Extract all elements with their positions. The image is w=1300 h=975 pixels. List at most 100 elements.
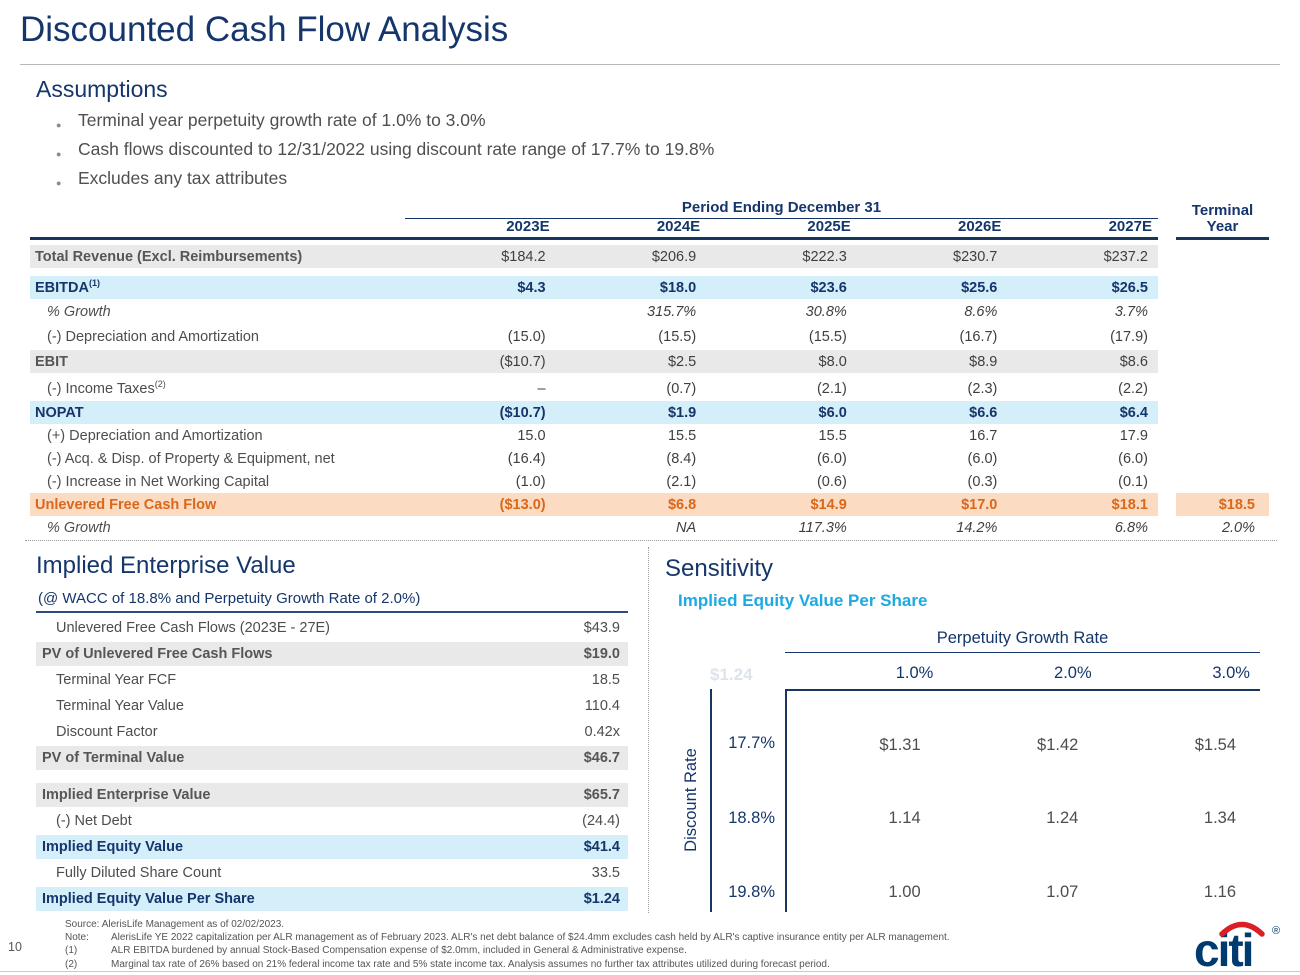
cell-value: (16.7) [959,328,998,345]
implied-ev-row: PV of Unlevered Free Cash Flows $19.0 [36,642,628,666]
row-label: (-) Income Taxes(2) [47,378,166,397]
cell-value: 14.2% [956,519,998,536]
row-value: (24.4) [582,813,620,829]
assumption-bullet: Cash flows discounted to 12/31/2022 usin… [56,139,714,164]
dcf-row-main: % Growth NA 117.3% 14.2% 6.8% [30,516,1158,539]
discount-rate-label: Discount Rate [682,748,700,852]
note-label: Note: [65,932,89,944]
row-label: Terminal Year Value [56,698,184,714]
cell-value: (6.0) [816,450,847,467]
cell-value: (1.0) [515,473,546,490]
discount-rate-axis-line [710,689,712,912]
source-text: Source: AlerisLife Management as of 02/0… [65,919,285,930]
row-value: $46.7 [583,750,620,766]
implied-ev-subtitle: (@ WACC of 18.8% and Perpetuity Growth R… [38,590,421,607]
dcf-row: (-) Depreciation and Amortization (15.0) (… [30,325,1270,348]
cell-value: $184.2 [501,248,546,265]
cell-value: $8.6 [1119,353,1148,370]
row-label: PV of Terminal Value [42,750,185,766]
implied-ev-heading: Implied Enterprise Value [36,552,296,579]
cell-value: ($10.7) [499,404,546,421]
sensitivity-subheading: Implied Equity Value Per Share [678,591,928,610]
cell-value: ($10.7) [499,353,546,370]
year-column-header: 2025E [807,218,851,235]
row-value: 33.5 [591,865,620,881]
cell-value: NA [676,519,697,536]
row-label: Implied Enterprise Value [42,787,211,803]
cell-value: (0.7) [666,380,697,397]
implied-ev-row: Fully Diluted Share Count 33.5 [36,861,628,885]
terminal-header: Terminal [1191,202,1254,219]
cell-value: $8.9 [969,353,998,370]
dcf-row-main: (-) Acq. & Disp. of Property & Equipment… [30,447,1158,470]
year-column-header: 2023E [506,218,550,235]
cell-value: $26.5 [1111,279,1148,296]
dcf-table-rows: Total Revenue (Excl. Reimbursements) $184… [30,245,1270,539]
cell-value: (0.3) [967,473,998,490]
implied-ev-row [36,770,628,781]
footnotes: Source: AlerisLife Management as of 02/0… [65,918,1175,971]
cell-value: (0.6) [816,473,847,490]
cell-value: (15.0) [507,328,546,345]
implied-ev-row: (-) Net Debt (24.4) [36,809,628,833]
cell-value: (2.1) [816,380,847,397]
terminal-cell-value [1176,377,1269,400]
sensitivity-cell: $1.54 [1194,735,1237,754]
footnote-2-label: (2) [65,958,78,970]
dcf-row-main: NOPAT ($10.7) $1.9 $6.0 $6.6 $6.4 [30,401,1158,424]
row-label: EBIT [35,353,69,370]
period-ending-header: Period Ending December 31 [405,199,1158,219]
dcf-row: Unlevered Free Cash Flow ($13.0) $6.8 $14.9… [30,493,1270,516]
cell-value: (15.5) [658,328,697,345]
dcf-row: (-) Acq. & Disp. of Property & Equipment… [30,447,1270,470]
dcf-row: (-) Increase in Net Working Capital (1.0)… [30,470,1270,493]
row-label: (-) Acq. & Disp. of Property & Equipment… [47,450,335,467]
assumption-bullet: Terminal year perpetuity growth rate of … [56,110,714,135]
year-column-header: 2026E [958,218,1002,235]
cell-value: $6.6 [969,404,998,421]
sensitivity-cell: 1.07 [1046,883,1079,902]
row-label: (-) Increase in Net Working Capital [47,473,270,490]
row-label: % Growth [47,519,111,536]
terminal-cell-value [1176,245,1269,268]
page-title: Discounted Cash Flow Analysis [20,10,509,49]
slide-bottom-border [0,971,1300,972]
terminal-cell-value [1176,276,1269,299]
dcf-row-main: (-) Income Taxes(2) – (0.7) (2.1) (2.3) (2.2) [30,377,1158,400]
row-value: 0.42x [584,724,620,740]
sensitivity-row-label: 17.7% [728,734,775,753]
dcf-row: % Growth 315.7% 30.8% 8.6% 3.7% [30,300,1270,323]
cell-value: 16.7 [969,427,998,444]
note-line: Note: AlerisLife YE 2022 capitalization … [65,931,1175,944]
sensitivity-cell: 1.14 [888,809,921,828]
cell-value: (16.4) [507,450,546,467]
cell-value: (2.3) [967,380,998,397]
dcf-row-main: (+) Depreciation and Amortization 15.0 15.… [30,424,1158,447]
terminal-cell-value [1176,300,1269,323]
cell-value: (17.9) [1110,328,1148,345]
horizontal-dotted-divider [25,540,1277,541]
sensitivity-cell: $1.31 [879,735,921,754]
sensitivity-cell: 1.00 [888,883,921,902]
sensitivity-matrix-row: $1.31 $1.42 $1.54 [787,691,1260,765]
cell-value: $23.6 [810,279,847,296]
cell-value: $206.9 [651,248,697,265]
terminal-cell-value [1176,447,1269,470]
cell-value: 15.5 [667,427,697,444]
cell-value: (6.0) [1118,450,1148,467]
row-value: $43.9 [583,620,620,636]
cell-value: $6.0 [818,404,847,421]
year-column-header: 2027E [1108,218,1152,235]
perpetuity-growth-rate-label: Perpetuity Growth Rate [785,629,1260,653]
cell-value: $237.2 [1103,248,1148,265]
dcf-year-header-row: 2023E 2024E 2025E 2026E 2027E Year [30,218,1270,240]
implied-ev-section: Implied Enterprise Value (@ WACC of 18.8… [36,552,628,911]
assumptions-heading: Assumptions [36,76,168,102]
dcf-row-main: EBITDA(1) $4.3 $18.0 $23.6 $25.6 $26.5 [30,276,1158,299]
cell-value: $14.9 [810,496,847,513]
row-label: Terminal Year FCF [56,672,177,688]
sensitivity-matrix: $1.31 $1.42 $1.54 1.14 1.24 1.34 1.00 1.07 1.16 [785,689,1260,912]
dcf-row-main: % Growth 315.7% 30.8% 8.6% 3.7% [30,300,1158,323]
cell-value: $8.0 [818,353,847,370]
sensitivity-row-label: 18.8% [728,808,775,827]
